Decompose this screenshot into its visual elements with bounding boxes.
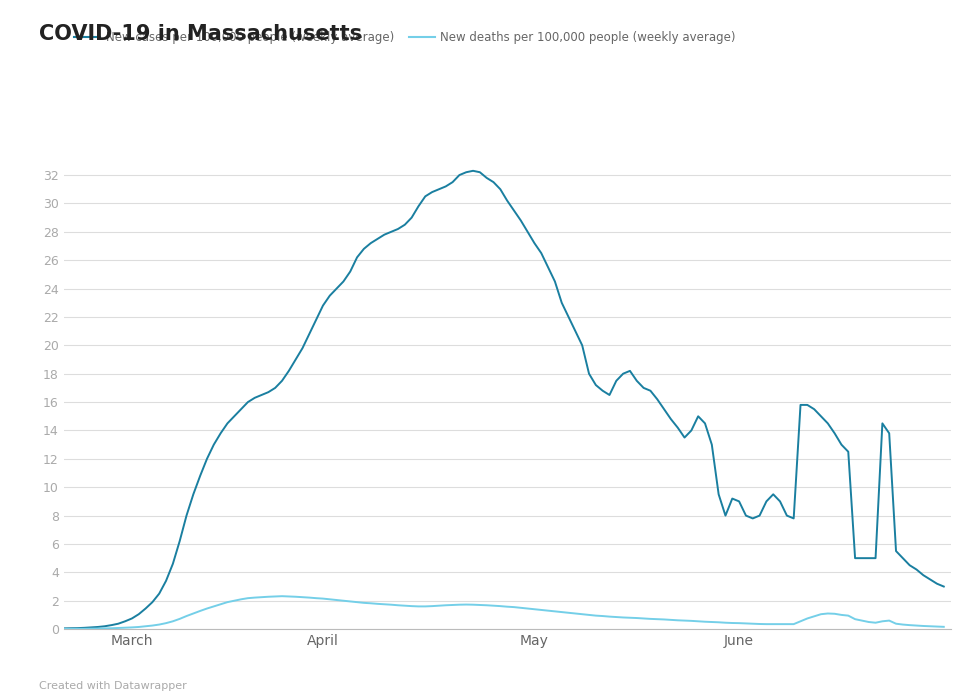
Legend: New cases per 100,000 people (weekly average), New deaths per 100,000 people (we: New cases per 100,000 people (weekly ave… [70,27,741,49]
Text: Created with Datawrapper: Created with Datawrapper [39,681,187,691]
Text: COVID-19 in Massachusetts: COVID-19 in Massachusetts [39,24,363,45]
